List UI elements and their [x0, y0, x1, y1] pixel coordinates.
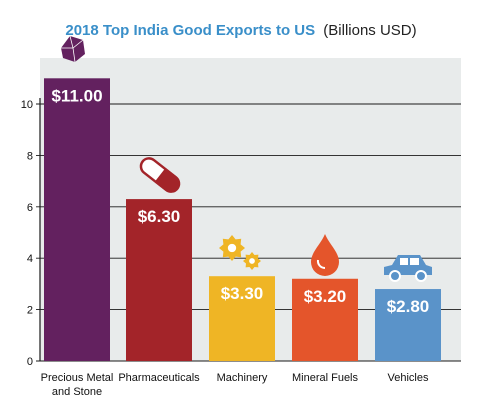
car-icon [384, 255, 432, 282]
y-tick-label: 0 [27, 356, 33, 368]
data-label: $11.00 [51, 86, 102, 105]
y-tick-label: 4 [27, 253, 33, 265]
x-tick-label: Machinery [217, 372, 268, 384]
bar [209, 276, 275, 361]
data-label: $3.20 [304, 287, 347, 306]
data-label: $2.80 [387, 297, 430, 316]
chart-title-unit: (Billions USD) [323, 22, 417, 39]
bar [292, 278, 358, 361]
chart-title-main: 2018 Top India Good Exports to US [65, 22, 316, 39]
x-tick-label: Pharmaceuticals [118, 372, 200, 384]
x-tick-label: Precious Metal [41, 372, 114, 384]
pill-icon [139, 157, 181, 193]
chart-title: 2018 Top India Good Exports to US (Billi… [0, 22, 482, 39]
x-tick-label: Mineral Fuels [292, 372, 359, 384]
gem-icon [61, 35, 85, 63]
bar [375, 289, 441, 361]
x-tick-label: and Stone [52, 386, 102, 398]
drop-icon [311, 234, 339, 276]
bar [44, 78, 110, 362]
x-tick-label: Vehicles [388, 372, 429, 384]
bar [126, 199, 192, 361]
data-label: $3.30 [221, 284, 264, 303]
y-tick-label: 8 [27, 150, 33, 162]
y-tick-label: 10 [21, 99, 33, 111]
gears-icon [219, 235, 261, 270]
y-tick-label: 6 [27, 202, 33, 214]
data-label: $6.30 [138, 207, 181, 226]
y-tick-label: 2 [27, 305, 33, 317]
